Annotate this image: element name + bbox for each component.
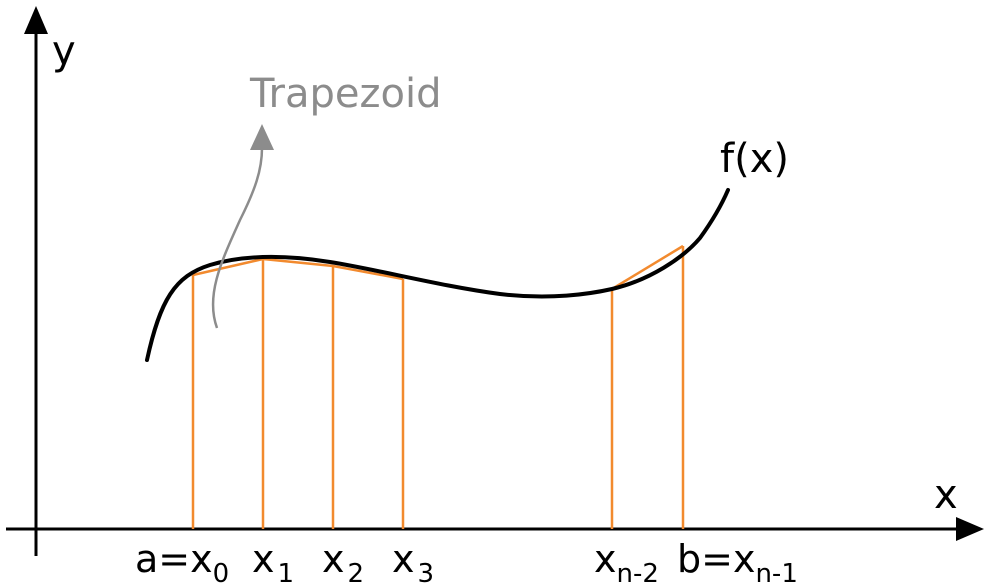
annotation-arrow — [211, 147, 264, 329]
trapezoid-top-left — [192, 257, 404, 281]
x-axis-label: x — [934, 472, 958, 518]
x-axis-arrowhead — [956, 517, 984, 541]
node-label: xn-2 — [594, 537, 659, 586]
node-label: b=xn-1 — [677, 537, 798, 586]
node-prefix: x — [594, 537, 617, 581]
node-prefix: a=x — [135, 537, 213, 581]
y-axis-label: y — [52, 28, 76, 74]
annotation-label: Trapezoid — [249, 71, 441, 117]
node-subscript: n-1 — [755, 559, 797, 586]
node-prefix: x — [322, 537, 345, 581]
node-prefix: x — [252, 537, 275, 581]
node-prefix: x — [392, 537, 415, 581]
node-prefix: b=x — [677, 537, 755, 581]
trapezoid-verticals — [191, 246, 685, 529]
node-label: a=x0 — [135, 537, 229, 586]
trapezoid-top-right — [611, 244, 684, 291]
node-subscript: 0 — [213, 559, 230, 586]
node-subscript: 2 — [348, 559, 365, 586]
y-axis-arrowhead — [24, 6, 48, 34]
annotation-arrowhead — [250, 124, 274, 150]
node-subscript: 3 — [418, 559, 435, 586]
function-curve — [145, 188, 730, 362]
node-subscript: n-2 — [617, 559, 659, 586]
node-subscript: 1 — [278, 559, 295, 586]
curve-label: f(x) — [720, 136, 789, 182]
trapezoid-tops — [192, 244, 684, 291]
